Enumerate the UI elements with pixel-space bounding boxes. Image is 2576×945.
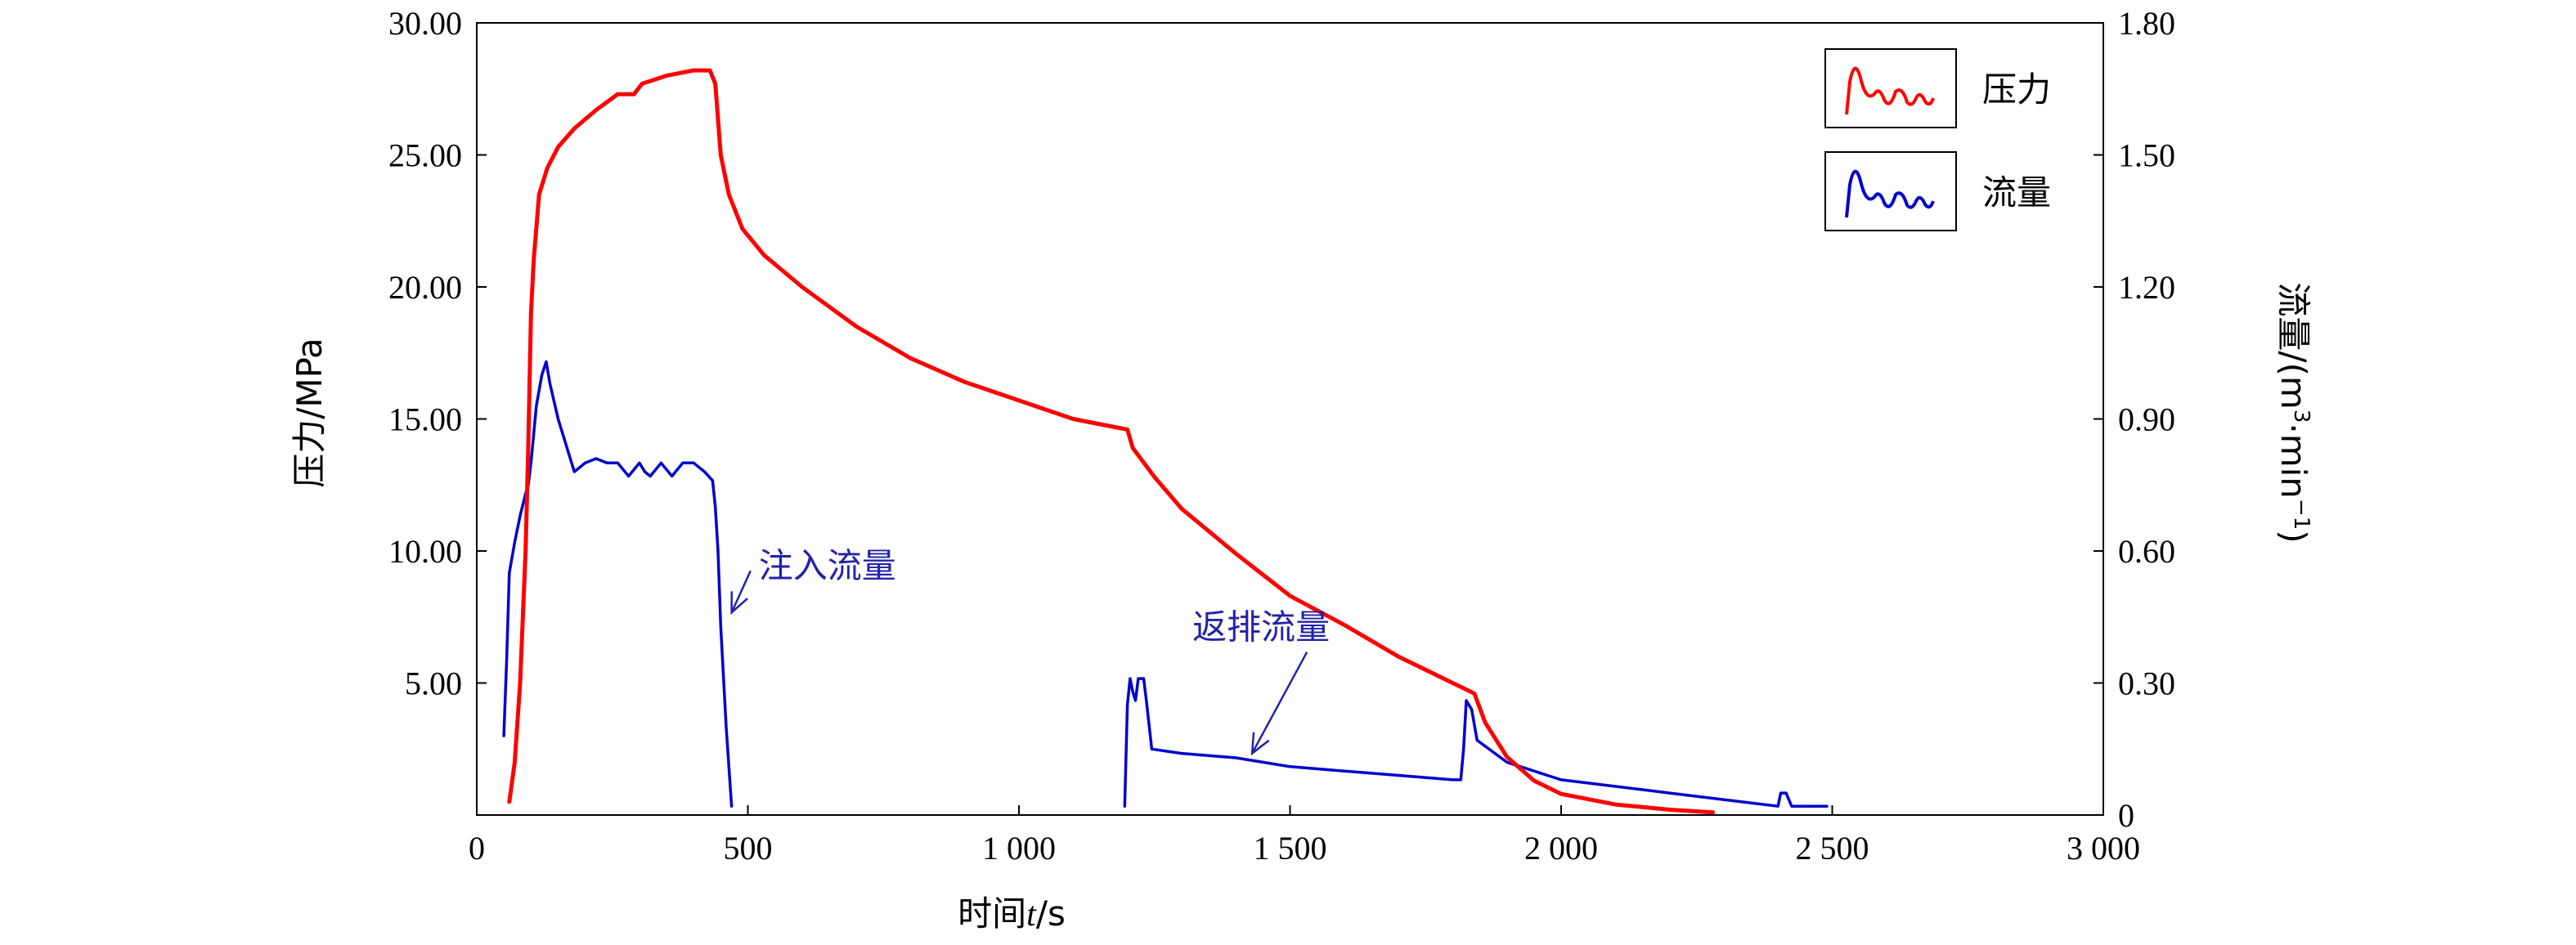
right-y-axis-title: 流量/(m3·min−1) bbox=[2273, 282, 2313, 543]
legend-item-pressure: 压力 bbox=[1824, 48, 2051, 128]
left-y-tick-label: 10.00 bbox=[388, 533, 462, 570]
left-y-tick-label: 30.00 bbox=[388, 5, 462, 42]
left-y-tick-label: 15.00 bbox=[388, 401, 462, 438]
left-y-tick-label: 25.00 bbox=[388, 137, 462, 174]
left-y-tick-label: 20.00 bbox=[388, 269, 462, 306]
pressure-series-line bbox=[507, 68, 1716, 815]
flow-series-line bbox=[502, 360, 1829, 808]
x-tick-label: 0 bbox=[469, 830, 485, 867]
left-y-axis-ticks: 5.00 10.00 15.00 20.00 25.00 30.00 bbox=[388, 5, 487, 702]
injection-flow-label: 注入流量 bbox=[759, 545, 896, 585]
left-y-tick-label: 5.00 bbox=[405, 665, 462, 702]
right-y-tick-label: 1.50 bbox=[2118, 137, 2175, 174]
right-y-tick-label: 0 bbox=[2118, 797, 2134, 834]
legend-label-flow: 流量 bbox=[1982, 172, 2051, 213]
legend-item-flow: 流量 bbox=[1824, 151, 2051, 231]
legend-swatch-pressure bbox=[1824, 48, 1957, 128]
x-tick-label: 500 bbox=[724, 830, 773, 867]
legend-swatch-flow bbox=[1824, 151, 1957, 231]
right-y-tick-label: 1.80 bbox=[2118, 5, 2175, 42]
right-y-axis-ticks: 0 0.30 0.60 0.90 1.20 1.50 1.80 bbox=[2094, 5, 2175, 834]
x-tick-label: 3 000 bbox=[2067, 830, 2140, 867]
x-tick-label: 1 500 bbox=[1254, 830, 1327, 867]
injection-flow-arrow-line bbox=[730, 570, 752, 613]
legend-line-pressure bbox=[1845, 66, 1935, 115]
legend-label-pressure: 压力 bbox=[1982, 69, 2051, 110]
x-tick-label: 2 000 bbox=[1524, 830, 1598, 867]
series-lines bbox=[502, 68, 1829, 815]
x-axis-ticks: 0 500 1 000 1 500 2 000 2 500 3 000 bbox=[469, 805, 2140, 867]
injection-flow-annotation: 注入流量 bbox=[730, 545, 896, 616]
injection-flow-arrow-head bbox=[730, 591, 748, 616]
right-y-tick-label: 0.90 bbox=[2118, 401, 2175, 438]
flowback-flow-arrow-head bbox=[1250, 732, 1270, 756]
left-y-axis-title: 压力/MPa bbox=[289, 338, 330, 488]
right-y-tick-label: 0.30 bbox=[2118, 665, 2175, 702]
x-tick-label: 1 000 bbox=[982, 830, 1056, 867]
x-axis-title: 时间t/s bbox=[958, 893, 1066, 934]
flowback-flow-arrow-line bbox=[1250, 652, 1308, 755]
right-y-tick-label: 1.20 bbox=[2118, 269, 2175, 306]
legend-line-flow bbox=[1845, 169, 1935, 218]
right-y-tick-label: 0.60 bbox=[2118, 533, 2175, 570]
flowback-flow-annotation: 返排流量 bbox=[1192, 607, 1330, 756]
legend: 压力 流量 bbox=[1824, 48, 2051, 231]
x-tick-label: 2 500 bbox=[1796, 830, 1869, 867]
flowback-flow-label: 返排流量 bbox=[1192, 607, 1330, 647]
